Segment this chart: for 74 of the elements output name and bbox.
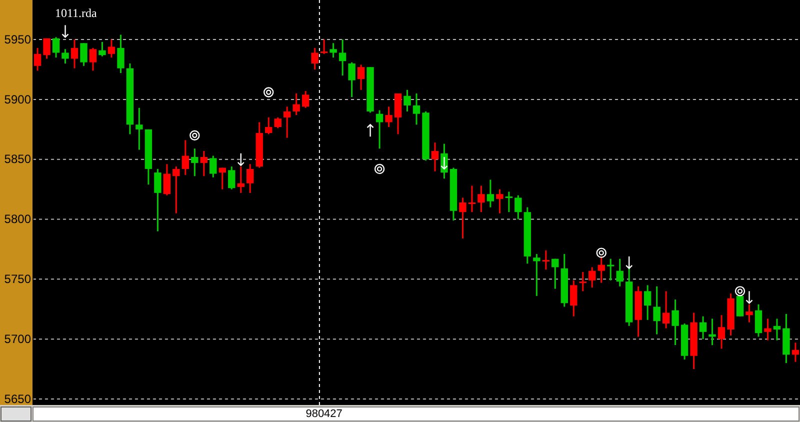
candlestick bbox=[468, 184, 476, 213]
candlestick bbox=[644, 284, 652, 321]
candlestick bbox=[348, 62, 356, 98]
candlestick bbox=[357, 64, 365, 91]
candlestick bbox=[394, 92, 402, 135]
y-tick-label: 5850 bbox=[4, 152, 32, 166]
candlestick bbox=[200, 150, 208, 177]
candlestick bbox=[579, 271, 586, 292]
candlestick bbox=[62, 48, 69, 64]
candlestick bbox=[412, 92, 420, 126]
candlestick bbox=[699, 316, 707, 340]
candlestick bbox=[70, 38, 78, 70]
candlestick bbox=[274, 116, 282, 129]
y-tick-label: 5700 bbox=[4, 332, 32, 346]
candlestick bbox=[311, 47, 318, 70]
candlestick bbox=[672, 298, 679, 346]
candlestick bbox=[89, 47, 97, 72]
y-tick-label: 5800 bbox=[4, 212, 32, 226]
candlestick bbox=[607, 258, 614, 282]
candlestick bbox=[496, 188, 504, 214]
candlestick bbox=[34, 47, 42, 72]
candlestick bbox=[616, 258, 624, 288]
text: 1011.rda bbox=[55, 6, 98, 20]
candlestick bbox=[533, 253, 540, 297]
candlestick bbox=[163, 163, 171, 196]
candlestick bbox=[338, 38, 346, 76]
candlestick bbox=[292, 92, 300, 116]
y-tick-label: 5900 bbox=[4, 92, 32, 106]
candlestick bbox=[80, 42, 88, 67]
candlestick bbox=[385, 106, 392, 128]
candlestick bbox=[486, 178, 494, 208]
candlestick bbox=[588, 266, 596, 288]
candlestick bbox=[653, 286, 660, 336]
candlestick bbox=[754, 304, 762, 338]
y-tick-label: 5750 bbox=[4, 272, 32, 286]
candlestick bbox=[478, 184, 485, 213]
candlestick bbox=[570, 280, 578, 318]
candlestick bbox=[172, 166, 180, 214]
candlestick bbox=[302, 90, 310, 109]
candlestick bbox=[718, 314, 726, 350]
candlestick bbox=[265, 116, 272, 135]
candlestick bbox=[43, 38, 50, 60]
candlestick bbox=[552, 258, 559, 290]
candlestick bbox=[542, 250, 550, 270]
candlestick bbox=[662, 290, 670, 330]
candlestick bbox=[154, 168, 162, 232]
candlestick bbox=[117, 34, 124, 74]
candlestick bbox=[108, 38, 116, 58]
candlestick bbox=[505, 190, 513, 213]
candlestick bbox=[52, 36, 60, 58]
candlestick bbox=[182, 139, 190, 176]
candlestick bbox=[404, 89, 411, 112]
candlestick bbox=[459, 196, 466, 240]
candlestick bbox=[210, 155, 217, 178]
candlestick bbox=[773, 318, 781, 342]
candlestick bbox=[320, 38, 328, 55]
candlestick bbox=[514, 194, 522, 220]
y-tick-label: 5950 bbox=[4, 32, 32, 46]
candlestick bbox=[136, 107, 143, 151]
candlestick bbox=[228, 166, 236, 190]
candlestick bbox=[246, 163, 254, 194]
x-tick-label: 980427 bbox=[306, 408, 342, 420]
y-tick-label: 5650 bbox=[4, 392, 32, 406]
candlestick bbox=[431, 142, 439, 172]
candlestick bbox=[237, 166, 244, 194]
candlestick bbox=[283, 106, 291, 139]
candlestick bbox=[330, 42, 337, 58]
candlestick bbox=[376, 109, 384, 150]
candlestick bbox=[191, 148, 198, 177]
candlestick bbox=[98, 41, 106, 58]
candlestick bbox=[746, 304, 753, 324]
candlestick bbox=[764, 318, 772, 342]
candlestick bbox=[792, 342, 800, 363]
candlestick bbox=[218, 167, 226, 190]
